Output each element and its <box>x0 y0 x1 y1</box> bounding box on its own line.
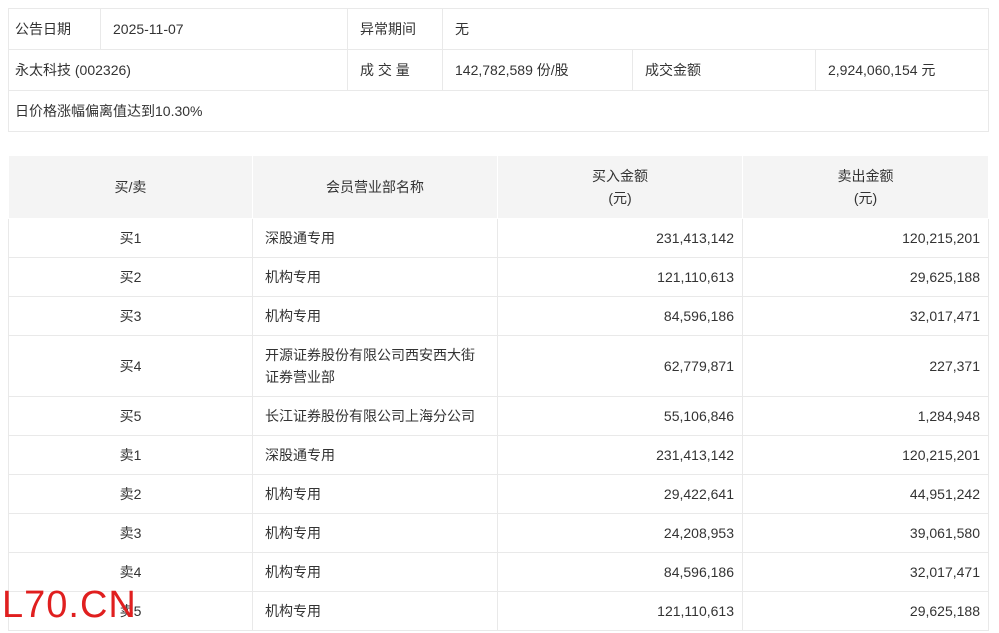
sell-amount-cell: 29,625,188 <box>742 257 989 297</box>
side-cell: 买4 <box>8 335 253 397</box>
header-branch: 会员营业部名称 <box>252 155 498 219</box>
info-row-volume: 永太科技 (002326) 成 交 量 142,782,589 份/股 成交金额… <box>8 49 989 91</box>
sell-amount-cell: 29,625,188 <box>742 591 989 631</box>
announce-date-value: 2025-11-07 <box>100 8 348 50</box>
abnormal-period-value: 无 <box>442 8 989 50</box>
buy-amount-cell: 84,596,186 <box>497 296 743 336</box>
branch-cell: 机构专用 <box>252 296 498 336</box>
turnover-value: 2,924,060,154 元 <box>815 49 989 91</box>
info-row-date: 公告日期 2025-11-07 异常期间 无 <box>8 8 989 50</box>
branch-cell: 机构专用 <box>252 552 498 592</box>
header-side: 买/卖 <box>8 155 253 219</box>
side-cell: 卖2 <box>8 474 253 514</box>
sell-amount-cell: 39,061,580 <box>742 513 989 553</box>
price-deviation-note: 日价格涨幅偏离值达到10.30% <box>8 90 989 132</box>
table-header-row: 买/卖 会员营业部名称 买入金额 (元) 卖出金额 (元) <box>8 155 989 219</box>
branch-cell: 开源证券股份有限公司西安西大街证券营业部 <box>252 335 498 397</box>
table-row: 买4 开源证券股份有限公司西安西大街证券营业部 62,779,871 227,3… <box>8 335 989 397</box>
table-row: 卖1 深股通专用 231,413,142 120,215,201 <box>8 435 989 475</box>
table-row: 卖3 机构专用 24,208,953 39,061,580 <box>8 513 989 553</box>
side-cell: 卖1 <box>8 435 253 475</box>
table-row: 买5 长江证券股份有限公司上海分公司 55,106,846 1,284,948 <box>8 396 989 436</box>
header-sell-amount-line1: 卖出金额 <box>837 168 894 184</box>
buy-amount-cell: 231,413,142 <box>497 435 743 475</box>
table-row: 买1 深股通专用 231,413,142 120,215,201 <box>8 218 989 258</box>
header-sell-amount-unit: (元) <box>853 190 878 206</box>
sell-amount-cell: 32,017,471 <box>742 552 989 592</box>
buy-amount-cell: 121,110,613 <box>497 591 743 631</box>
site-watermark: L70.CN <box>2 584 137 626</box>
volume-value: 142,782,589 份/股 <box>442 49 633 91</box>
side-cell: 买5 <box>8 396 253 436</box>
volume-label: 成 交 量 <box>347 49 443 91</box>
sell-amount-cell: 32,017,471 <box>742 296 989 336</box>
table-row: 卖2 机构专用 29,422,641 44,951,242 <box>8 474 989 514</box>
info-row-note: 日价格涨幅偏离值达到10.30% <box>8 90 989 132</box>
stock-info-panel: 公告日期 2025-11-07 异常期间 无 永太科技 (002326) 成 交… <box>8 8 989 132</box>
header-buy-amount: 买入金额 (元) <box>497 155 743 219</box>
sell-amount-cell: 120,215,201 <box>742 218 989 258</box>
buy-amount-cell: 121,110,613 <box>497 257 743 297</box>
header-buy-amount-line1: 买入金额 <box>592 168 648 184</box>
buy-amount-cell: 231,413,142 <box>497 218 743 258</box>
side-cell: 买1 <box>8 218 253 258</box>
branch-cell: 机构专用 <box>252 257 498 297</box>
table-row: 卖5 机构专用 121,110,613 29,625,188 <box>8 591 989 631</box>
side-cell: 卖3 <box>8 513 253 553</box>
table-row: 买3 机构专用 84,596,186 32,017,471 <box>8 296 989 336</box>
header-buy-amount-unit: (元) <box>608 190 632 206</box>
sell-amount-cell: 44,951,242 <box>742 474 989 514</box>
sell-amount-cell: 120,215,201 <box>742 435 989 475</box>
buy-amount-cell: 29,422,641 <box>497 474 743 514</box>
header-sell-amount: 卖出金额 (元) <box>742 155 989 219</box>
abnormal-period-label: 异常期间 <box>347 8 443 50</box>
side-cell: 买2 <box>8 257 253 297</box>
side-cell: 卖4 <box>8 552 253 592</box>
stock-name: 永太科技 (002326) <box>8 49 348 91</box>
turnover-label: 成交金额 <box>632 49 816 91</box>
buy-amount-cell: 62,779,871 <box>497 335 743 397</box>
side-cell: 买3 <box>8 296 253 336</box>
branch-cell: 深股通专用 <box>252 435 498 475</box>
branch-cell: 机构专用 <box>252 474 498 514</box>
branch-cell: 长江证券股份有限公司上海分公司 <box>252 396 498 436</box>
announce-date-label: 公告日期 <box>8 8 101 50</box>
sell-amount-cell: 227,371 <box>742 335 989 397</box>
sell-amount-cell: 1,284,948 <box>742 396 989 436</box>
buy-amount-cell: 55,106,846 <box>497 396 743 436</box>
table-row: 买2 机构专用 121,110,613 29,625,188 <box>8 257 989 297</box>
buy-amount-cell: 24,208,953 <box>497 513 743 553</box>
buy-amount-cell: 84,596,186 <box>497 552 743 592</box>
side-cell: 卖5 <box>8 591 253 631</box>
trade-seats-table: 买/卖 会员营业部名称 买入金额 (元) 卖出金额 (元) 买1 深股通专用 2… <box>8 155 989 631</box>
branch-cell: 机构专用 <box>252 513 498 553</box>
table-row: 卖4 机构专用 84,596,186 32,017,471 <box>8 552 989 592</box>
branch-cell: 机构专用 <box>252 591 498 631</box>
branch-cell: 深股通专用 <box>252 218 498 258</box>
